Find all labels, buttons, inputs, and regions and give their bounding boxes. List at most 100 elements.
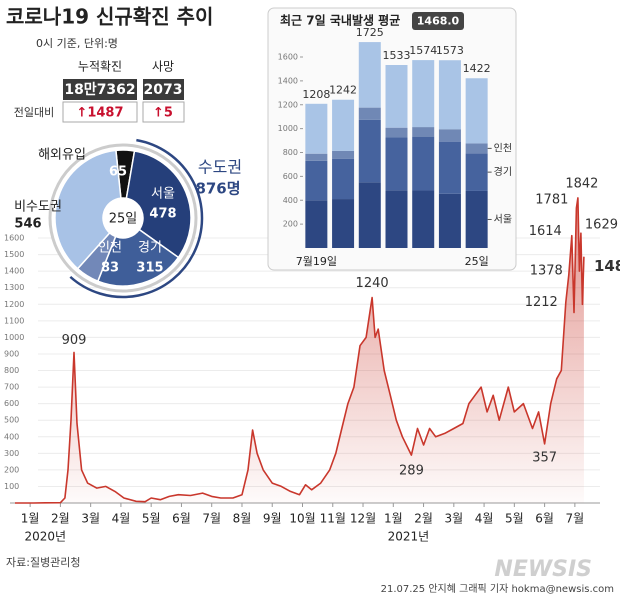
bar-segment <box>358 119 381 183</box>
pie-slice <box>54 149 122 270</box>
bar-segment <box>465 153 488 191</box>
x-tick-label: 5월 <box>505 512 524 526</box>
data-label: 289 <box>399 464 424 479</box>
x-tick-label: 3월 <box>444 512 463 526</box>
line-layer: 909 1240 289 357 1212 1378 1614 1781 1842 1629 148… <box>15 176 620 504</box>
slice-name: 해외유입 <box>38 148 86 163</box>
bar-segment <box>385 127 408 138</box>
total-label: 1242 <box>329 84 357 97</box>
bar-segment <box>305 160 328 201</box>
source: 자료:질병관리청 <box>6 556 81 569</box>
data-label: 1614 <box>529 224 562 239</box>
x-tick-label: 1월 <box>21 512 40 526</box>
x-tick-label: 4월 <box>112 512 131 526</box>
y-tick-label: 1400 <box>4 267 24 276</box>
credit: 21.07.25 안지혜 그래픽 기자 hokma@newsis.com <box>381 583 614 595</box>
slice-value: 478 <box>149 207 176 222</box>
total-label: 1422 <box>463 62 491 75</box>
group-value: 876명 <box>195 180 240 198</box>
pie-slice <box>96 228 180 287</box>
x-tick-label: 8월 <box>233 512 252 526</box>
total-label: 1574 <box>409 44 437 57</box>
x-tick-label: 9월 <box>263 512 282 526</box>
area <box>15 197 584 503</box>
average-badge <box>412 12 464 30</box>
bar-segment <box>385 190 408 248</box>
bar-layer: 최근 7일 국내발생 평균 1468.0 200 400 600 800 1000 1200 1… <box>278 12 512 268</box>
x-tick-label: 5월 <box>142 512 161 526</box>
bar-segment <box>305 153 328 161</box>
y-tick-label: 800 <box>283 148 298 157</box>
bar-segment <box>385 137 408 191</box>
y-tick-label: 200 <box>4 465 19 474</box>
x-tick-label: 6월 <box>535 512 554 526</box>
y-tick-label: 300 <box>4 449 19 458</box>
x-tick-label: 3월 <box>81 512 100 526</box>
group-label: 수도권 <box>198 158 242 177</box>
summary-total: 18만7362 <box>64 82 135 98</box>
y-tick-label: 400 <box>283 196 298 205</box>
y-tick-label: 1600 <box>278 53 298 62</box>
y-tick-label: 800 <box>4 366 19 375</box>
pie-slice <box>125 150 192 259</box>
title: 코로나19 신규확진 추이 <box>6 5 213 29</box>
pie-layer: 25일 해외유입 65 서울 478 경기 315 인천 83 비수도권 546 수도권 876명 <box>14 138 242 299</box>
bar-segment <box>438 129 461 142</box>
x-tick-label: 4월 <box>475 512 494 526</box>
change-label: 전일대비 <box>14 105 54 119</box>
y-tick-label: 900 <box>4 349 19 358</box>
y-tick-label: 500 <box>4 416 19 425</box>
bar-segment <box>332 158 355 200</box>
y-tick-label: 1000 <box>4 333 24 342</box>
total-label: 1573 <box>436 44 464 57</box>
data-label: 1378 <box>530 263 563 278</box>
total-box <box>143 79 184 100</box>
bar-segment <box>438 60 461 130</box>
y-tick-label: 1000 <box>278 124 298 133</box>
year-label: 2021년 <box>388 530 430 544</box>
data-label: 1240 <box>356 276 389 291</box>
total-label: 1725 <box>356 26 384 39</box>
bar-segment <box>465 78 488 144</box>
note: 0시 기준, 단위:명 <box>36 37 118 50</box>
total-label: 1208 <box>302 88 330 101</box>
x-tick-label: 6월 <box>172 512 191 526</box>
x-tick-label: 7월 <box>202 512 221 526</box>
slice-value: 546 <box>14 217 41 232</box>
x-tick-label: 10월 <box>289 512 315 526</box>
change-box <box>62 101 138 123</box>
summary-header: 사망 <box>152 60 174 74</box>
summary-change: ↑1487 <box>76 106 123 121</box>
y-tick-label: 1300 <box>4 283 24 292</box>
bar-segment <box>412 136 435 191</box>
slice-value: 83 <box>101 261 119 276</box>
bar-segment <box>438 193 461 248</box>
slice-name: 인천 <box>98 241 122 256</box>
y-tick-label: 1200 <box>278 100 298 109</box>
bar-segment <box>438 141 461 194</box>
bar-segment <box>332 199 355 248</box>
data-label: 1842 <box>565 176 598 191</box>
center-label: 25일 <box>109 212 138 227</box>
y-tick-label: 200 <box>283 220 298 229</box>
y-tick-label: 1600 <box>4 234 24 243</box>
bar-segment <box>358 107 381 120</box>
bar-segment <box>332 150 355 159</box>
x-tick-label: 1월 <box>384 512 403 526</box>
legend-label: 인천 <box>494 142 512 154</box>
summary-header: 누적확진 <box>78 60 122 74</box>
group-bracket <box>69 138 204 299</box>
bar-segment <box>412 190 435 248</box>
logo: NEWSIS <box>494 557 592 582</box>
total-box <box>63 79 137 100</box>
x-tick-label: 7월19일 <box>296 254 337 268</box>
data-label: 1212 <box>525 295 558 310</box>
bar-segment <box>358 182 381 248</box>
x-tick-label: 2월 <box>51 512 70 526</box>
x-tick-label: 11월 <box>320 512 346 526</box>
legend-label: 서울 <box>494 213 512 225</box>
data-label: 1629 <box>585 218 618 233</box>
summary-change: ↑5 <box>153 106 173 121</box>
